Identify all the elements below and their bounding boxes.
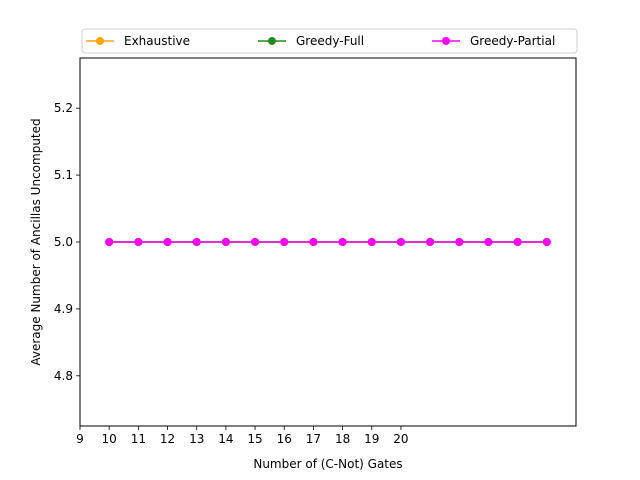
data-point-greedy-partial	[251, 238, 260, 246]
data-point-greedy-partial	[221, 238, 230, 246]
data-point-greedy-partial	[426, 238, 435, 246]
legend-marker-greedy-partial	[442, 37, 450, 45]
y-tick-label: 4.9	[54, 302, 73, 316]
y-axis: 4.8 4.9 5.0 5.1 5.2	[54, 101, 80, 383]
data-point-greedy-partial	[309, 238, 318, 246]
x-tick-label: 20	[393, 432, 408, 446]
data-point-greedy-partial	[396, 238, 405, 246]
x-tick-label: 14	[218, 432, 233, 446]
legend-marker-exhaustive	[96, 37, 104, 45]
y-axis-label: Average Number of Ancillas Uncomputed	[29, 118, 43, 365]
plot-area	[105, 238, 551, 246]
y-tick-label: 5.2	[54, 101, 73, 115]
data-point-greedy-partial	[163, 238, 172, 246]
legend-frame	[81, 28, 578, 54]
data-point-greedy-partial	[367, 238, 376, 246]
legend-label-greedy-partial: Greedy-Partial	[470, 34, 555, 48]
legend-marker-greedy-full	[268, 37, 276, 45]
legend: Exhaustive Greedy-Full Greedy-Partial	[81, 28, 578, 54]
data-point-greedy-partial	[513, 238, 522, 246]
x-tick-label: 16	[277, 432, 292, 446]
x-tick-label: 17	[306, 432, 321, 446]
x-tick-label: 19	[364, 432, 379, 446]
y-tick-label: 4.8	[54, 369, 73, 383]
data-point-greedy-partial	[338, 238, 347, 246]
data-point-greedy-partial	[455, 238, 464, 246]
data-point-greedy-partial	[192, 238, 201, 246]
x-tick-label: 15	[247, 432, 262, 446]
data-point-greedy-partial	[484, 238, 493, 246]
x-tick-label: 18	[335, 432, 350, 446]
x-tick-label: 10	[102, 432, 117, 446]
data-point-greedy-partial	[105, 238, 114, 246]
data-point-greedy-partial	[280, 238, 289, 246]
legend-label-exhaustive: Exhaustive	[124, 34, 190, 48]
y-tick-label: 5.1	[54, 168, 73, 182]
legend-label-greedy-full: Greedy-Full	[296, 34, 364, 48]
data-point-greedy-partial	[134, 238, 143, 246]
x-tick-label: 13	[189, 432, 204, 446]
y-tick-label: 5.0	[54, 235, 73, 249]
x-axis-label: Number of (C-Not) Gates	[253, 457, 402, 471]
data-point-greedy-partial	[542, 238, 551, 246]
x-tick-label: 9	[76, 432, 84, 446]
x-axis: 9 10 11 12 13 14 15 16 17 18 19 20	[76, 426, 409, 446]
x-tick-label: 11	[131, 432, 146, 446]
x-tick-label: 12	[160, 432, 175, 446]
